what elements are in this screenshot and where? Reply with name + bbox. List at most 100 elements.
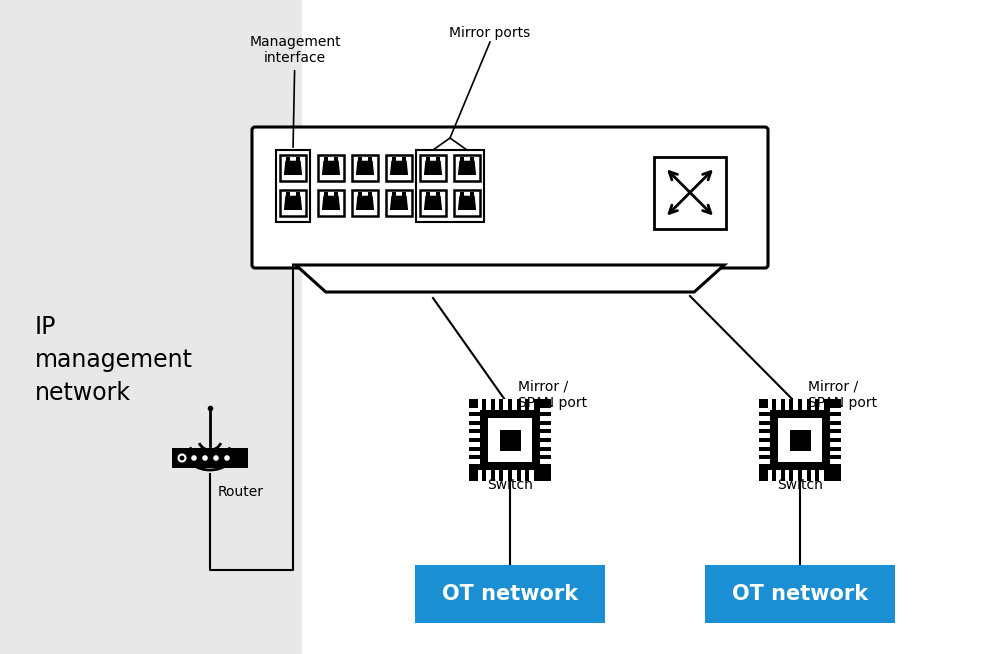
Bar <box>759 434 770 438</box>
Bar <box>759 425 770 430</box>
Bar <box>802 470 807 481</box>
Bar <box>460 157 464 161</box>
Bar <box>0 0 302 654</box>
Bar <box>785 470 789 481</box>
Circle shape <box>224 455 230 461</box>
Bar <box>705 565 895 623</box>
Bar <box>415 565 605 623</box>
Bar <box>172 448 248 468</box>
Bar <box>512 399 517 410</box>
Bar <box>469 417 480 421</box>
Polygon shape <box>322 161 341 175</box>
Bar <box>296 192 300 196</box>
Bar <box>819 399 824 410</box>
Bar <box>830 451 841 455</box>
Bar <box>469 399 551 481</box>
Bar <box>830 442 841 447</box>
Bar <box>358 157 362 161</box>
Bar <box>759 442 770 447</box>
Bar <box>334 192 338 196</box>
Bar <box>280 190 306 216</box>
Bar <box>759 399 841 481</box>
Bar <box>358 192 362 196</box>
Bar <box>776 470 781 481</box>
Polygon shape <box>322 196 341 210</box>
Polygon shape <box>424 196 443 210</box>
Bar <box>830 425 841 430</box>
Polygon shape <box>355 161 374 175</box>
Bar <box>469 425 480 430</box>
Bar <box>416 150 484 222</box>
Bar <box>426 192 430 196</box>
Bar <box>352 190 378 216</box>
Bar <box>767 399 772 410</box>
Bar <box>504 399 508 410</box>
Bar <box>759 417 770 421</box>
Bar <box>789 430 811 451</box>
Bar <box>386 190 412 216</box>
Bar <box>276 150 310 222</box>
Circle shape <box>213 455 219 461</box>
Bar <box>470 192 474 196</box>
Bar <box>402 157 406 161</box>
Bar <box>500 430 521 451</box>
Bar <box>486 470 491 481</box>
Bar <box>324 157 328 161</box>
Bar <box>426 157 430 161</box>
Bar <box>793 399 798 410</box>
Bar <box>830 407 841 412</box>
Text: OT network: OT network <box>442 584 578 604</box>
Bar <box>830 417 841 421</box>
Bar <box>776 399 781 410</box>
Polygon shape <box>284 196 302 210</box>
Text: IP
management
network: IP management network <box>35 315 193 405</box>
Bar <box>811 399 815 410</box>
Bar <box>386 155 412 181</box>
Bar <box>793 470 798 481</box>
Bar <box>318 155 344 181</box>
Text: Mirror /
SPAN port: Mirror / SPAN port <box>518 380 587 410</box>
Bar <box>540 459 551 464</box>
Bar <box>460 192 464 196</box>
Text: Management
interface: Management interface <box>249 35 341 147</box>
Bar <box>368 192 372 196</box>
Bar <box>352 155 378 181</box>
Bar <box>770 410 830 470</box>
Bar <box>654 156 726 228</box>
Circle shape <box>202 455 208 461</box>
Polygon shape <box>458 196 476 210</box>
Polygon shape <box>424 161 443 175</box>
Polygon shape <box>355 196 374 210</box>
Bar <box>486 399 491 410</box>
Bar <box>830 459 841 464</box>
Bar <box>469 459 480 464</box>
Bar <box>529 470 534 481</box>
Bar <box>324 192 328 196</box>
Bar <box>469 451 480 455</box>
Bar <box>521 470 525 481</box>
Bar <box>802 399 807 410</box>
Bar <box>819 470 824 481</box>
Bar <box>540 451 551 455</box>
Bar <box>334 157 338 161</box>
Bar <box>811 470 815 481</box>
Bar <box>529 399 534 410</box>
Bar <box>540 442 551 447</box>
Bar <box>286 157 290 161</box>
Polygon shape <box>284 161 302 175</box>
Bar <box>296 157 300 161</box>
Bar <box>512 470 517 481</box>
Bar <box>495 399 499 410</box>
Bar <box>469 407 480 412</box>
Text: OT network: OT network <box>732 584 868 604</box>
Bar <box>540 417 551 421</box>
Polygon shape <box>390 196 408 210</box>
Circle shape <box>178 455 185 462</box>
Text: Switch: Switch <box>487 478 533 492</box>
Bar <box>318 190 344 216</box>
Bar <box>521 399 525 410</box>
Bar <box>830 434 841 438</box>
Bar <box>368 157 372 161</box>
Bar <box>402 192 406 196</box>
Bar <box>759 407 770 412</box>
